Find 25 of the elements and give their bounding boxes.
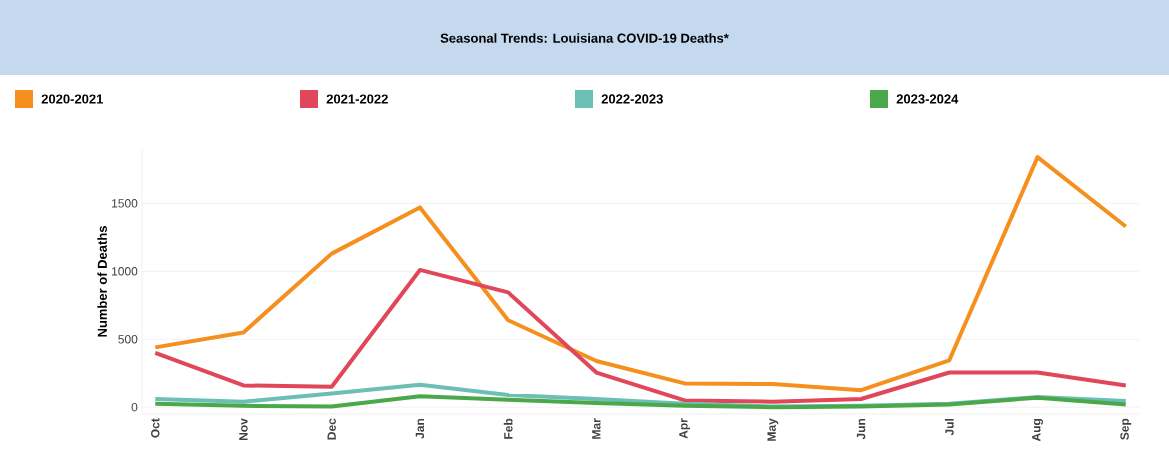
x-tick-label: Oct xyxy=(151,418,160,438)
x-tick-label: May xyxy=(767,418,779,441)
line-series xyxy=(153,394,1128,410)
x-tick-label: Dec xyxy=(327,418,336,440)
x-tick-label: Feb xyxy=(503,418,513,439)
x-tick-label: Sep xyxy=(1120,418,1132,440)
x-tick-label: Nov xyxy=(239,418,248,441)
x-tick-label: Jun xyxy=(856,418,866,440)
legend-label: 2020-2021 xyxy=(41,94,104,104)
y-axis-title: Number of Deaths xyxy=(97,226,107,337)
x-tick-label: Jan xyxy=(415,418,425,439)
x-tick-label: Jul xyxy=(944,419,954,436)
y-tick-label: 0 xyxy=(131,402,138,412)
chart-title: Seasonal Trends: Louisiana COVID-19 Deaths* xyxy=(440,33,729,43)
x-tick-label: Mar xyxy=(592,418,601,439)
legend-label: 2022-2023 xyxy=(601,94,663,104)
y-tick-label: 1500 xyxy=(112,199,138,208)
y-tick-label: 500 xyxy=(118,335,138,344)
legend-label: 2023-2024 xyxy=(896,94,959,104)
y-tick-label: 1000 xyxy=(112,267,138,276)
line-series xyxy=(153,155,1128,393)
line-series xyxy=(153,267,1128,404)
x-tick-label: Apr xyxy=(679,418,690,439)
legend-label: 2021-2022 xyxy=(326,94,388,104)
x-tick-label: Aug xyxy=(1032,418,1043,442)
